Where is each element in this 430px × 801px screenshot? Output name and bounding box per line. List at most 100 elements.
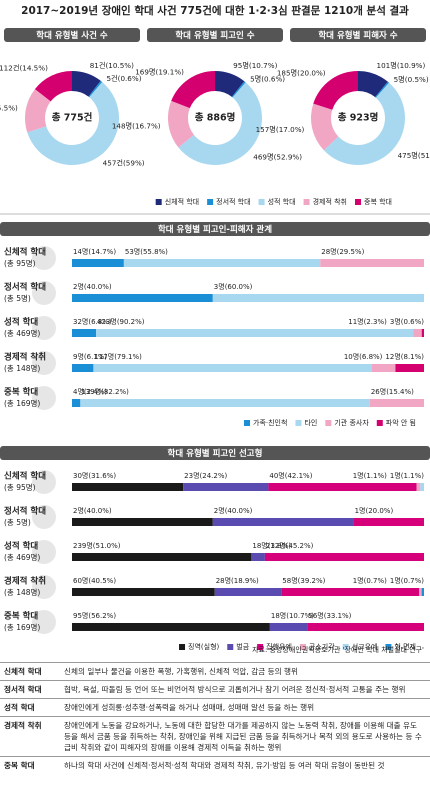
legend-swatch bbox=[179, 644, 186, 650]
legend-label: 경제적 착취 bbox=[313, 197, 347, 206]
bar-segment bbox=[307, 623, 424, 631]
row-icon bbox=[32, 386, 56, 410]
donut-center-label: 총 775건 bbox=[52, 112, 93, 124]
row-label: 경제적 착취 bbox=[4, 352, 46, 363]
bar-segment bbox=[183, 483, 269, 491]
definition-row: 경제적 착취 장애인에게 노동을 강요하거나, 노동에 대한 합당한 대가를 제공… bbox=[0, 716, 430, 757]
value-label: 30명(31.6%) bbox=[73, 471, 116, 480]
bar-segment bbox=[251, 553, 265, 561]
value-label: 40명(42.1%) bbox=[269, 471, 312, 480]
slice-label: 157명(17.0%) bbox=[256, 125, 305, 134]
bar-segment bbox=[212, 294, 424, 302]
page-title: 2017~2019년 장애인 학대 사건 775건에 대한 1·2·3심 판결문… bbox=[21, 4, 409, 17]
legend-label: 성적 학대 bbox=[268, 197, 296, 206]
legend: 신체적 학대 정서적 학대 성적 학대 경제적 착취 중복 학대 bbox=[155, 197, 392, 206]
definition-row: 중복 학대 하나의 학대 사건에 신체적·정서적·성적 학대와 경제적 착취, 유… bbox=[0, 756, 430, 774]
slice-label: 185명(20.0%) bbox=[277, 69, 326, 78]
section-header bbox=[147, 28, 283, 42]
infographic: 2017~2019년 장애인 학대 사건 775건에 대한 1·2·3심 판결문… bbox=[0, 4, 430, 654]
donut-slice bbox=[88, 80, 103, 98]
bar-segment bbox=[72, 259, 124, 267]
legend-label: 신체적 학대 bbox=[165, 197, 199, 206]
legend-swatch bbox=[227, 644, 234, 650]
definition-row: 성적 학대 장애인에게 성희롱·성추행·성폭력을 하거나 성매매, 성매매 알선 … bbox=[0, 698, 430, 717]
value-label: 1명(1.1%) bbox=[353, 471, 387, 480]
bar-segment bbox=[93, 364, 372, 372]
bar-segment bbox=[421, 588, 424, 596]
bar-segment bbox=[72, 553, 252, 561]
row-icon bbox=[32, 575, 56, 599]
bar-segment bbox=[72, 518, 213, 526]
value-label: 423명(90.2%) bbox=[97, 317, 145, 326]
legend-swatch bbox=[303, 199, 310, 205]
legend-label: 형 면제 bbox=[394, 642, 416, 651]
term: 경제적 착취 bbox=[0, 716, 60, 757]
row-subtitle: (총 169명) bbox=[4, 398, 40, 408]
legend-swatch bbox=[207, 199, 214, 205]
legend-label: 중복 학대 bbox=[364, 197, 392, 206]
section-title: 학대 유형별 사건 수 bbox=[36, 30, 108, 41]
bar-segment bbox=[72, 588, 215, 596]
donut-slice bbox=[313, 71, 358, 110]
legend-swatch bbox=[342, 644, 349, 650]
definition: 장애인에게 노동을 강요하거나, 노동에 대한 합당한 대가를 제공하지 않는 … bbox=[60, 716, 430, 757]
legend-swatch bbox=[325, 420, 332, 426]
slice-label: 120건(15.5%) bbox=[0, 103, 18, 112]
bar-segment bbox=[80, 399, 370, 407]
row-icon bbox=[32, 351, 56, 375]
row-subtitle: (총 148명) bbox=[4, 587, 40, 597]
donut-slice bbox=[34, 71, 72, 102]
bar-segment bbox=[320, 259, 424, 267]
bar-segment bbox=[72, 329, 97, 337]
row-label: 중복 학대 bbox=[4, 387, 38, 398]
definition-row: 정서적 학대 협박, 욕설, 따돌림 등 언어 또는 비언어적 방식으로 괴롭히거… bbox=[0, 680, 430, 699]
legend-label: 공소기각 bbox=[309, 642, 335, 651]
section-title: 학대 유형별 피고인 수 bbox=[175, 30, 254, 41]
term: 정서적 학대 bbox=[0, 680, 60, 699]
legend-label: 파악 안 됨 bbox=[386, 418, 416, 427]
legend-swatch bbox=[257, 644, 264, 650]
bar-segment bbox=[371, 364, 396, 372]
legend: 가족·친인척 타인 기관 종사자 파악 안 됨 bbox=[244, 418, 416, 427]
legend-label: 정서적 학대 bbox=[216, 197, 250, 206]
section-title: 학대 유형별 피고인 선고형 bbox=[168, 448, 263, 459]
value-label: 28명(18.9%) bbox=[216, 576, 259, 585]
row-subtitle: (총 169명) bbox=[4, 622, 40, 632]
bar-segment bbox=[269, 623, 308, 631]
term: 신체적 학대 bbox=[0, 662, 60, 681]
value-label: 3명(0.6%) bbox=[390, 317, 424, 326]
row-icon bbox=[32, 246, 56, 270]
value-label: 11명(2.3%) bbox=[348, 317, 387, 326]
value-label: 1명(0.7%) bbox=[353, 576, 387, 585]
row-icon bbox=[32, 470, 56, 494]
value-label: 2명(40.0%) bbox=[73, 506, 112, 515]
bar-segment bbox=[72, 399, 81, 407]
row-icon bbox=[32, 316, 56, 340]
donut-slice bbox=[27, 81, 119, 166]
section-title: 학대 유형별 피고인-피해자 관계 bbox=[158, 224, 272, 235]
value-label: 1명(20.0%) bbox=[355, 506, 394, 515]
value-label: 12명(8.1%) bbox=[385, 352, 424, 361]
row-label: 정서적 학대 bbox=[4, 506, 46, 517]
row-label: 성적 학대 bbox=[4, 317, 38, 328]
slice-label: 112건(14.5%) bbox=[0, 64, 48, 73]
value-label: 95명(56.2%) bbox=[73, 611, 116, 620]
slice-label: 81건(10.5%) bbox=[90, 61, 134, 70]
legend-swatch bbox=[299, 644, 306, 650]
row-label: 신체적 학대 bbox=[4, 471, 46, 482]
source-note: 자료: 중앙장애인권익옹호기관 '장애인 학대 처벌실태 연구' bbox=[252, 645, 424, 654]
donut-slice bbox=[375, 81, 390, 98]
row-icon bbox=[32, 505, 56, 529]
value-label: 18명(10.7%) bbox=[271, 611, 314, 620]
row-label: 신체적 학대 bbox=[4, 247, 46, 258]
value-label: 239명(51.0%) bbox=[73, 541, 121, 550]
definition: 신체의 일부나 물건을 이용한 폭행, 가혹행위, 신체적 억압, 감금 등의 … bbox=[60, 662, 430, 681]
slice-label: 95명(10.7%) bbox=[233, 61, 277, 70]
value-label: 53명(55.8%) bbox=[125, 247, 168, 256]
bar-segment bbox=[420, 483, 424, 491]
value-label: 56명(33.1%) bbox=[308, 611, 351, 620]
legend-swatch bbox=[258, 199, 265, 205]
row-subtitle: (총 469명) bbox=[4, 328, 40, 338]
bar-segment bbox=[72, 623, 270, 631]
